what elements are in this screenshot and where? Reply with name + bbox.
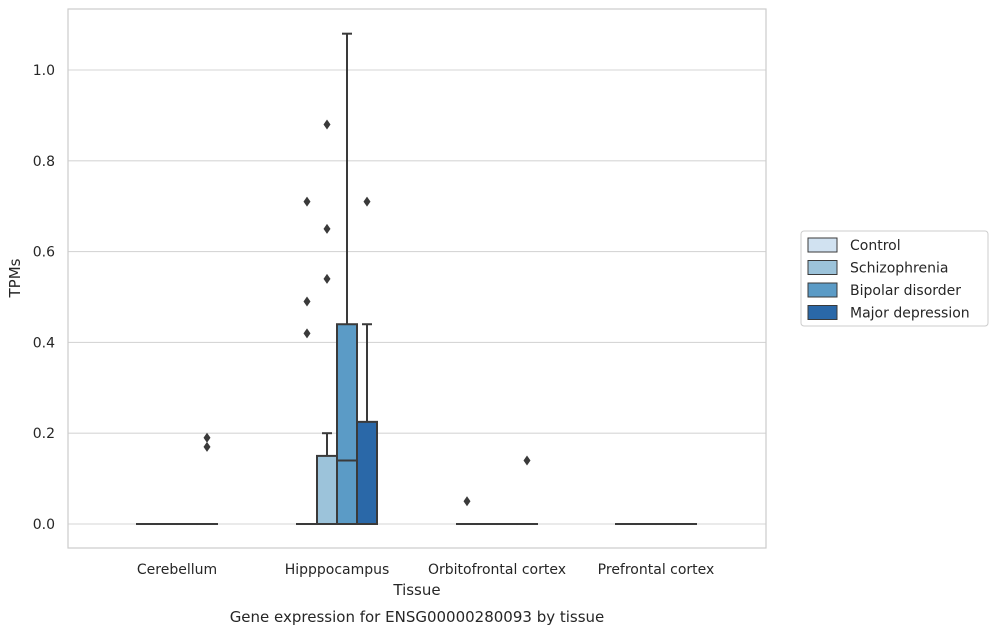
- outlier-point: [324, 119, 331, 129]
- outlier-point: [204, 433, 211, 443]
- outlier-point: [204, 442, 211, 452]
- y-tick-label: 0.0: [33, 517, 55, 533]
- y-tick-label: 0.6: [33, 245, 55, 261]
- gridlines: [68, 70, 766, 524]
- y-tick-label: 1.0: [33, 63, 55, 79]
- y-tick-label: 0.4: [33, 335, 55, 351]
- legend: Control Schizophrenia Bipolar disorder Majo…: [801, 231, 988, 326]
- legend-swatch: [808, 238, 837, 252]
- x-tick-label: Hipppocampus: [285, 562, 390, 578]
- outlier-point: [324, 224, 331, 234]
- legend-label: Control: [850, 238, 901, 254]
- outlier-point: [304, 297, 311, 307]
- box: [337, 324, 357, 524]
- outlier-point: [304, 328, 311, 338]
- legend-label: Major depression: [850, 306, 970, 322]
- outlier-point: [304, 197, 311, 207]
- box-series-layer: [137, 34, 696, 524]
- y-axis-ticks: 0.0 0.2 0.4 0.6 0.8 1.0: [33, 63, 55, 533]
- outlier-point: [524, 455, 531, 465]
- legend-swatch: [808, 306, 837, 320]
- series-schizophrenia: [157, 119, 656, 524]
- legend-label: Bipolar disorder: [850, 283, 961, 299]
- x-tick-label: Orbitofrontal cortex: [428, 562, 566, 578]
- box: [317, 456, 337, 524]
- x-tick-label: Cerebellum: [137, 562, 217, 578]
- x-axis-ticks: Cerebellum Hipppocampus Orbitofrontal cort…: [137, 562, 714, 578]
- outlier-point: [364, 197, 371, 207]
- chart-caption: Gene expression for ENSG00000280093 by t…: [230, 608, 605, 626]
- series-control: [137, 197, 636, 524]
- series-bipolar-disorder: [177, 34, 676, 524]
- outlier-point: [464, 496, 471, 506]
- plot-frame: [68, 9, 766, 548]
- box: [357, 422, 377, 524]
- x-tick-label: Prefrontal cortex: [598, 562, 715, 578]
- x-axis-label: Tissue: [392, 581, 440, 599]
- legend-swatch: [808, 261, 837, 275]
- legend-label: Schizophrenia: [850, 261, 948, 277]
- legend-swatch: [808, 283, 837, 297]
- y-tick-label: 0.8: [33, 154, 55, 170]
- series-major-depression: [197, 197, 696, 524]
- outlier-point: [324, 274, 331, 284]
- y-tick-label: 0.2: [33, 426, 55, 442]
- y-axis-label: TPMs: [6, 258, 24, 298]
